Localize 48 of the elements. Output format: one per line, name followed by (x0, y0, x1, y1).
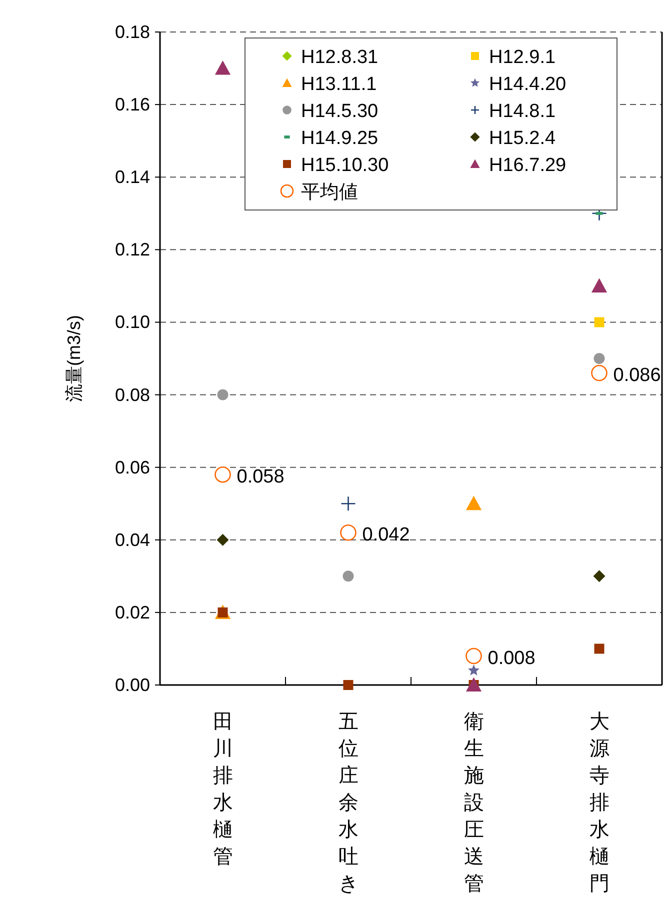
data-label: 0.008 (488, 648, 536, 669)
point (594, 644, 604, 654)
point (340, 524, 356, 541)
point (216, 534, 229, 546)
point (466, 496, 482, 510)
legend-label: H15.10.30 (301, 155, 389, 176)
point (591, 278, 608, 292)
x-tick-label: 衛生施設圧送管 (464, 711, 484, 895)
legend-label: H14.4.20 (489, 74, 566, 95)
x-tick-label: 大源寺排水樋門 (589, 711, 610, 895)
point (214, 60, 231, 75)
x-tick-label: 田川排水樋管 (212, 711, 233, 868)
y-tick-label: 0.04 (114, 530, 150, 550)
y-tick-label: 0.00 (114, 675, 150, 695)
point (342, 570, 354, 582)
point (343, 680, 354, 690)
y-axis-title: 流量(m3/s) (64, 315, 84, 402)
legend-label: H12.8.31 (301, 47, 378, 68)
point (594, 317, 604, 328)
point (217, 389, 228, 400)
legend-label: H13.11.1 (301, 74, 377, 95)
y-tick-label: 0.14 (114, 167, 150, 188)
point (594, 353, 605, 364)
point (591, 364, 608, 382)
point (593, 570, 606, 582)
point (340, 496, 356, 512)
data-label: 0.058 (236, 466, 284, 488)
data-label: 0.086 (613, 365, 661, 386)
y-tick-label: 0.06 (114, 457, 150, 478)
y-tick-label: 0.12 (114, 240, 150, 260)
y-tick-label: 0.18 (114, 22, 150, 42)
legend-label: H12.9.1 (489, 47, 556, 68)
data-label: 0.042 (362, 524, 410, 546)
legend-label: H15.2.4 (489, 128, 556, 149)
point (214, 466, 231, 483)
point (468, 664, 480, 676)
point (466, 648, 482, 664)
y-tick-label: 0.02 (114, 602, 150, 622)
y-tick-label: 0.08 (114, 384, 150, 405)
point (466, 677, 482, 692)
legend-label: H16.7.29 (489, 155, 566, 176)
legend-label: H14.8.1 (489, 101, 556, 122)
legend-label: H14.9.25 (301, 128, 378, 149)
x-tick-label: 五位庄余水吐き (338, 711, 358, 895)
y-tick-label: 0.10 (114, 312, 150, 332)
legend-label: 平均値 (301, 182, 358, 203)
y-tick-label: 0.16 (114, 94, 150, 115)
legend-label: H14.5.30 (301, 101, 378, 122)
